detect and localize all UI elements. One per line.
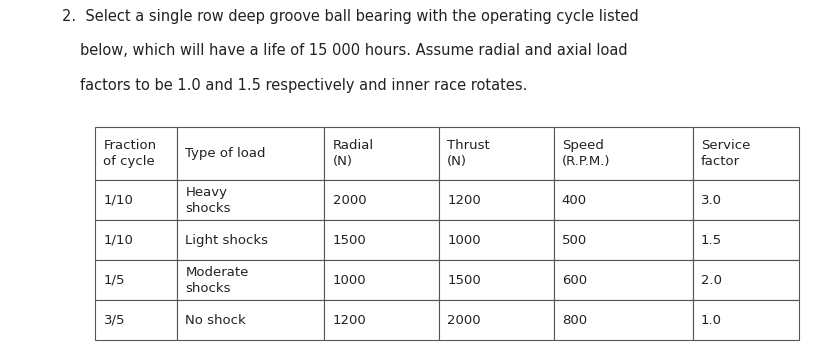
Text: 2.0: 2.0 (700, 274, 721, 287)
Text: 3.0: 3.0 (700, 194, 721, 207)
Text: 1000: 1000 (332, 274, 366, 287)
Text: 600: 600 (561, 274, 586, 287)
Bar (438, 180, 552, 220)
Text: 1200: 1200 (332, 314, 366, 327)
Text: 2.  Select a single row deep groove ball bearing with the operating cycle listed: 2. Select a single row deep groove ball … (62, 9, 638, 24)
Bar (95, 180, 177, 220)
Text: 1/5: 1/5 (103, 274, 125, 287)
Text: 1200: 1200 (447, 194, 480, 207)
Text: Fraction
of cycle: Fraction of cycle (103, 139, 156, 168)
Bar (692, 260, 798, 300)
Bar (552, 180, 692, 220)
Bar (552, 260, 692, 300)
Bar (177, 260, 324, 300)
Bar (438, 220, 552, 260)
Bar (177, 300, 324, 340)
Text: 800: 800 (561, 314, 586, 327)
Bar (324, 220, 438, 260)
Text: Light shocks: Light shocks (185, 234, 268, 247)
Text: No shock: No shock (185, 314, 246, 327)
Bar (324, 260, 438, 300)
Bar (324, 127, 438, 180)
Text: 3/5: 3/5 (103, 314, 125, 327)
Bar (177, 220, 324, 260)
Text: Type of load: Type of load (185, 147, 265, 160)
Text: 1500: 1500 (332, 234, 366, 247)
Text: 2000: 2000 (332, 194, 366, 207)
Text: Thrust
(N): Thrust (N) (447, 139, 490, 168)
Bar (438, 260, 552, 300)
Text: Moderate
shocks: Moderate shocks (185, 266, 248, 295)
Text: 1/10: 1/10 (103, 234, 133, 247)
Bar (552, 220, 692, 260)
Text: 1.5: 1.5 (700, 234, 721, 247)
Bar (692, 180, 798, 220)
Text: 2000: 2000 (447, 314, 480, 327)
Text: 1000: 1000 (447, 234, 480, 247)
Text: Radial
(N): Radial (N) (332, 139, 373, 168)
Text: 500: 500 (561, 234, 586, 247)
Text: Speed
(R.P.M.): Speed (R.P.M.) (561, 139, 609, 168)
Bar (692, 220, 798, 260)
Bar (95, 127, 177, 180)
Text: below, which will have a life of 15 000 hours. Assume radial and axial load: below, which will have a life of 15 000 … (80, 43, 627, 58)
Bar (692, 300, 798, 340)
Text: 1.0: 1.0 (700, 314, 721, 327)
Bar (95, 220, 177, 260)
Text: Heavy
shocks: Heavy shocks (185, 186, 231, 215)
Bar (552, 127, 692, 180)
Text: Service
factor: Service factor (700, 139, 749, 168)
Bar (177, 127, 324, 180)
Bar (692, 127, 798, 180)
Bar (324, 300, 438, 340)
Bar (95, 300, 177, 340)
Text: 1500: 1500 (447, 274, 480, 287)
Bar (324, 180, 438, 220)
Text: 1/10: 1/10 (103, 194, 133, 207)
Bar (552, 300, 692, 340)
Bar (95, 260, 177, 300)
Bar (438, 300, 552, 340)
Text: 400: 400 (561, 194, 586, 207)
Bar (438, 127, 552, 180)
Bar (177, 180, 324, 220)
Text: factors to be 1.0 and 1.5 respectively and inner race rotates.: factors to be 1.0 and 1.5 respectively a… (80, 78, 527, 93)
